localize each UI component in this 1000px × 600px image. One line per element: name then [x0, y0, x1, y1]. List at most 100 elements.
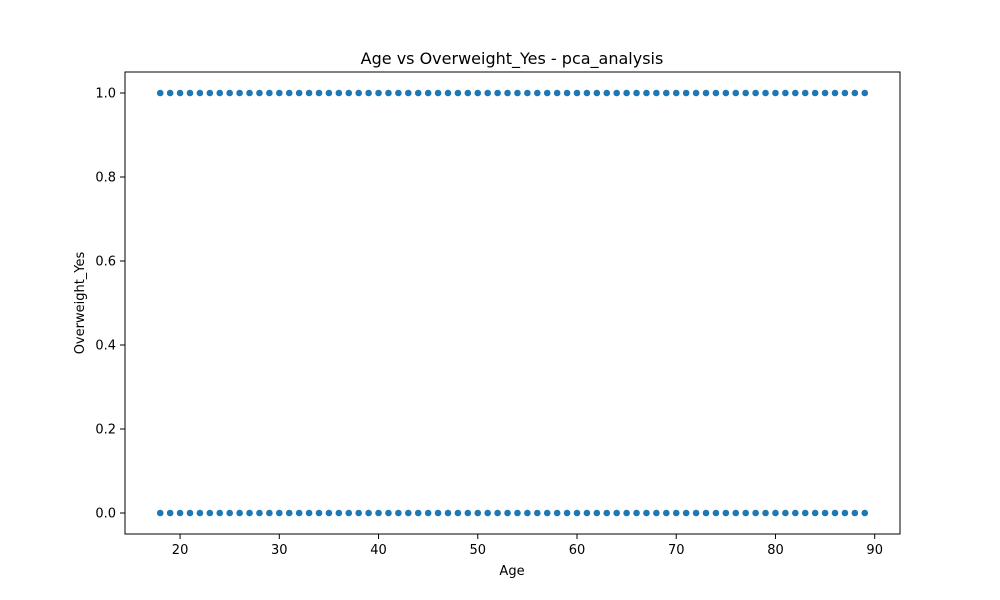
data-point: [860, 509, 869, 517]
data-point: [374, 509, 383, 517]
data-point: [731, 89, 740, 97]
data-point: [434, 509, 442, 517]
data-point: [305, 89, 313, 97]
data-point: [374, 89, 383, 97]
x-tick-label: 50: [469, 543, 486, 558]
data-point: [166, 509, 175, 517]
data-point: [662, 509, 671, 517]
data-point: [771, 89, 780, 97]
data-point: [602, 89, 611, 97]
data-point: [592, 89, 601, 97]
data-point: [255, 509, 264, 517]
data-point: [563, 509, 571, 517]
data-point: [473, 509, 482, 517]
data-point: [255, 89, 264, 97]
data-point: [315, 509, 323, 517]
data-point: [503, 89, 512, 97]
data-point: [156, 509, 165, 517]
data-point: [821, 89, 829, 97]
data-point: [692, 89, 700, 97]
data-point: [176, 89, 184, 97]
data-point: [721, 509, 730, 517]
data-point: [493, 89, 502, 97]
data-point: [473, 89, 482, 97]
data-point: [543, 509, 552, 517]
data-point: [205, 509, 214, 517]
data-point: [702, 89, 710, 97]
data-point: [791, 89, 800, 97]
x-tick-label: 60: [569, 543, 586, 558]
data-point: [315, 89, 323, 97]
data-point: [622, 89, 631, 97]
data-point: [215, 89, 224, 97]
data-point: [642, 89, 651, 97]
data-point: [721, 89, 730, 97]
data-point: [682, 89, 691, 97]
data-point: [235, 509, 244, 517]
x-tick-label: 90: [866, 543, 883, 558]
y-tick-label: 1.0: [95, 87, 116, 102]
data-point: [166, 89, 175, 97]
data-point: [821, 509, 829, 517]
data-point: [483, 509, 492, 517]
data-point: [354, 89, 363, 97]
y-tick-label: 0.6: [95, 255, 116, 270]
data-point: [424, 89, 433, 97]
data-point: [841, 89, 849, 97]
data-point: [602, 509, 611, 517]
data-point: [791, 509, 800, 517]
data-point: [404, 89, 413, 97]
data-point: [801, 89, 810, 97]
data-point: [295, 509, 304, 517]
data-point: [205, 89, 214, 97]
data-point: [761, 509, 770, 517]
data-point: [533, 509, 542, 517]
data-point: [741, 509, 750, 517]
data-point: [573, 509, 581, 517]
data-point: [642, 509, 651, 517]
data-point: [364, 509, 373, 517]
data-point: [245, 89, 254, 97]
data-point: [523, 509, 532, 517]
data-point: [245, 509, 254, 517]
data-point: [632, 89, 641, 97]
x-tick-label: 30: [271, 543, 288, 558]
data-point: [801, 509, 810, 517]
data-point: [513, 509, 522, 517]
data-point: [196, 509, 204, 517]
data-point: [265, 509, 274, 517]
x-tick-label: 80: [767, 543, 784, 558]
data-point: [652, 89, 661, 97]
x-axis-label: Age: [499, 564, 524, 579]
data-point: [672, 509, 681, 517]
plot-area-frame: [124, 71, 901, 535]
data-point: [176, 509, 184, 517]
data-point: [850, 89, 859, 97]
data-point: [444, 509, 452, 517]
data-point: [731, 509, 740, 517]
data-point: [583, 89, 591, 97]
data-point: [811, 89, 820, 97]
data-point: [414, 509, 423, 517]
data-point: [841, 509, 849, 517]
data-point: [761, 89, 770, 97]
data-point: [394, 89, 403, 97]
data-point: [751, 89, 760, 97]
data-point: [771, 509, 780, 517]
data-point: [334, 89, 343, 97]
data-point: [741, 89, 750, 97]
data-point: [463, 509, 472, 517]
data-point: [354, 509, 363, 517]
data-point: [334, 509, 343, 517]
data-point: [850, 509, 859, 517]
y-axis-ticks: 0.0 0.2 0.4 0.6 0.8 1.0: [95, 87, 125, 522]
data-point: [712, 89, 720, 97]
data-point: [295, 89, 304, 97]
data-point: [781, 509, 790, 517]
data-point: [364, 89, 373, 97]
data-point: [344, 509, 353, 517]
data-point: [344, 89, 353, 97]
data-point: [394, 509, 403, 517]
data-point: [513, 89, 522, 97]
